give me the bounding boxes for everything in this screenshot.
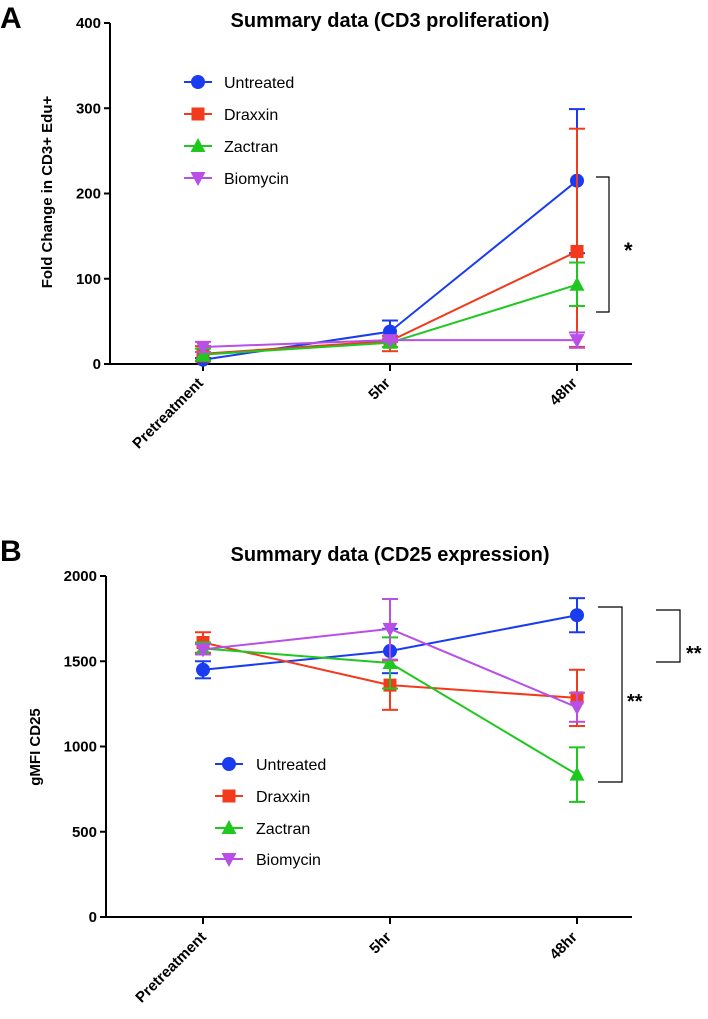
data-point (196, 662, 210, 677)
legend-label: Untreated (256, 757, 326, 774)
data-point (382, 654, 398, 669)
legend-label: Zactran (256, 821, 310, 838)
legend-label: Untreated (224, 75, 294, 92)
legend-label: Draxxin (256, 789, 310, 806)
legend-label: Biomycin (224, 171, 289, 188)
legend-marker (191, 107, 205, 121)
y-tick-label: 300 (76, 100, 101, 117)
significance-bracket (598, 606, 623, 783)
significance-label: ** (686, 643, 702, 665)
significance-label: ** (627, 691, 643, 713)
y-tick-label: 200 (76, 186, 101, 203)
y-tick-label: 1500 (64, 653, 97, 670)
y-tick-label: 500 (72, 824, 97, 841)
panel-a-axes: 0 100 200 300 400 (76, 15, 632, 373)
panel-a-y-axis-title: Fold Change in CD3+ Edu+ (39, 96, 56, 289)
legend-label: Draxxin (224, 107, 278, 124)
panel-b-significance: ** ** (598, 606, 702, 783)
series-biomycin (195, 598, 585, 723)
panel-b-y-axis-title: gMFI CD25 (27, 708, 44, 786)
legend-marker (190, 172, 206, 186)
data-point (569, 766, 585, 781)
panel-a-title: Summary data (CD3 proliferation) (231, 10, 550, 32)
panel-b: B Summary data (CD25 expression) gMFI CD… (0, 535, 702, 1006)
significance-bracket (656, 609, 681, 663)
legend-label: Zactran (224, 139, 278, 156)
panel-a-x-tick-label: 5hr (365, 375, 394, 404)
panel-b-x-tick-label: Pretreatment (132, 929, 209, 1006)
data-point (382, 334, 398, 349)
significance-bracket (596, 176, 610, 313)
panel-b-axes: 0 500 1000 1500 2000 (64, 568, 632, 926)
panel-a: A Summary data (CD3 proliferation) Fold … (0, 2, 633, 452)
panel-b-letter: B (0, 535, 22, 568)
y-tick-label: 2000 (64, 568, 97, 585)
data-point (382, 622, 398, 637)
data-point (569, 276, 585, 291)
legend-marker (221, 853, 237, 867)
panel-b-x-tick-label: 5hr (366, 929, 395, 958)
significance-label: * (624, 238, 633, 263)
y-tick-label: 0 (93, 356, 101, 373)
panel-b-series (195, 597, 585, 803)
data-point (195, 340, 211, 355)
data-point (570, 608, 584, 623)
panel-b-x-tick-label: 48hr (546, 929, 581, 964)
data-point (195, 643, 211, 658)
legend-marker (190, 138, 206, 152)
panel-b-title: Summary data (CD25 expression) (230, 544, 549, 566)
panel-b-x-ticks: Pretreatment 5hr 48hr (132, 929, 581, 1007)
series-zactran (195, 636, 585, 803)
panel-a-letter: A (0, 2, 22, 35)
panel-a-legend: Untreated Draxxin Zactran Biomycin (184, 75, 294, 188)
legend-marker (221, 820, 237, 834)
panel-a-x-tick-label: Pretreatment (129, 375, 206, 452)
legend-marker (222, 757, 236, 771)
panel-b-legend: Untreated Draxxin Zactran Biomycin (215, 757, 326, 869)
data-point (569, 334, 585, 349)
series-biomycin (195, 331, 585, 355)
y-tick-label: 100 (76, 271, 101, 288)
legend-label: Biomycin (256, 852, 321, 869)
y-tick-label: 0 (89, 909, 97, 926)
panel-a-x-ticks: Pretreatment 5hr 48hr (129, 375, 581, 453)
y-tick-label: 1000 (64, 739, 97, 756)
legend-marker (222, 789, 236, 803)
data-point (570, 244, 584, 258)
panel-a-series (195, 108, 585, 367)
panel-a-significance: * (596, 176, 633, 313)
y-tick-label: 400 (76, 15, 101, 32)
data-point (569, 701, 585, 716)
panel-a-x-tick-label: 48hr (546, 375, 581, 410)
legend-marker (191, 75, 205, 89)
